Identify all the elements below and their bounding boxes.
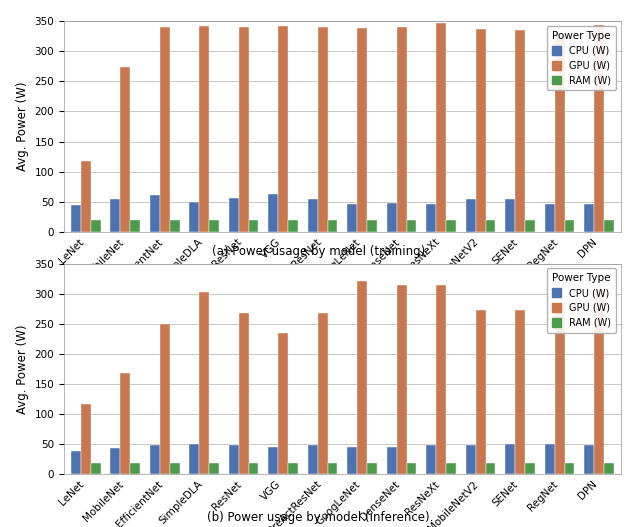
Bar [397,285,406,474]
Bar [81,404,91,474]
Bar [436,24,446,232]
Bar [515,310,525,474]
Bar [288,463,298,474]
Text: (b) Power usage by model (inference).: (b) Power usage by model (inference). [207,511,433,524]
Bar [239,313,248,474]
Bar [308,445,317,474]
Bar [130,220,140,232]
Bar [91,463,100,474]
Bar [248,220,259,232]
Bar [545,444,555,474]
Bar [120,373,130,474]
Bar [357,281,367,474]
Bar [268,446,278,474]
Bar [584,445,594,474]
Bar [278,26,288,232]
Bar [446,463,456,474]
Bar [111,199,120,232]
Bar [397,27,406,232]
Bar [328,463,337,474]
Bar [367,220,377,232]
Bar [199,26,209,232]
Bar [170,463,179,474]
Bar [555,33,564,232]
Bar [564,220,574,232]
Bar [426,445,436,474]
Bar [308,199,317,232]
Bar [189,444,199,474]
Bar [367,463,377,474]
Bar [506,444,515,474]
Bar [150,445,160,474]
Bar [268,194,278,232]
Legend: CPU (W), GPU (W), RAM (W): CPU (W), GPU (W), RAM (W) [547,268,616,333]
Bar [387,446,397,474]
Bar [348,446,357,474]
Bar [584,204,594,232]
Bar [229,445,239,474]
Bar [555,303,564,474]
Bar [466,445,476,474]
Bar [515,30,525,232]
Bar [189,202,199,232]
Bar [199,292,209,474]
Bar [387,203,397,232]
Bar [71,452,81,474]
Bar [278,334,288,474]
Bar [564,463,574,474]
Bar [209,220,219,232]
Bar [476,310,486,474]
Bar [357,28,367,232]
Bar [317,27,328,232]
Bar [486,220,495,232]
Bar [111,448,120,474]
Bar [604,220,614,232]
Bar [348,203,357,232]
Bar [604,463,614,474]
Bar [525,220,535,232]
Bar [594,25,604,232]
Bar [525,463,535,474]
Bar [170,220,179,232]
Bar [248,463,259,474]
Bar [545,203,555,232]
Legend: CPU (W), GPU (W), RAM (W): CPU (W), GPU (W), RAM (W) [547,26,616,90]
Bar [486,463,495,474]
Text: (a) Power usage by model (training).: (a) Power usage by model (training). [211,245,429,258]
Bar [91,220,100,232]
Bar [239,27,248,232]
Bar [317,314,328,474]
Bar [328,220,337,232]
Bar [436,285,446,474]
Y-axis label: Avg. Power (W): Avg. Power (W) [16,82,29,171]
Bar [130,463,140,474]
Bar [446,220,456,232]
Bar [209,463,219,474]
Bar [594,289,604,474]
Y-axis label: Avg. Power (W): Avg. Power (W) [16,324,29,414]
Bar [406,463,417,474]
Bar [160,27,170,232]
Bar [406,220,417,232]
Bar [229,198,239,232]
Bar [426,204,436,232]
Bar [150,194,160,232]
Bar [506,199,515,232]
Bar [120,67,130,232]
Bar [466,199,476,232]
Bar [476,29,486,232]
Bar [71,205,81,232]
Bar [160,324,170,474]
Bar [288,220,298,232]
Bar [81,161,91,232]
